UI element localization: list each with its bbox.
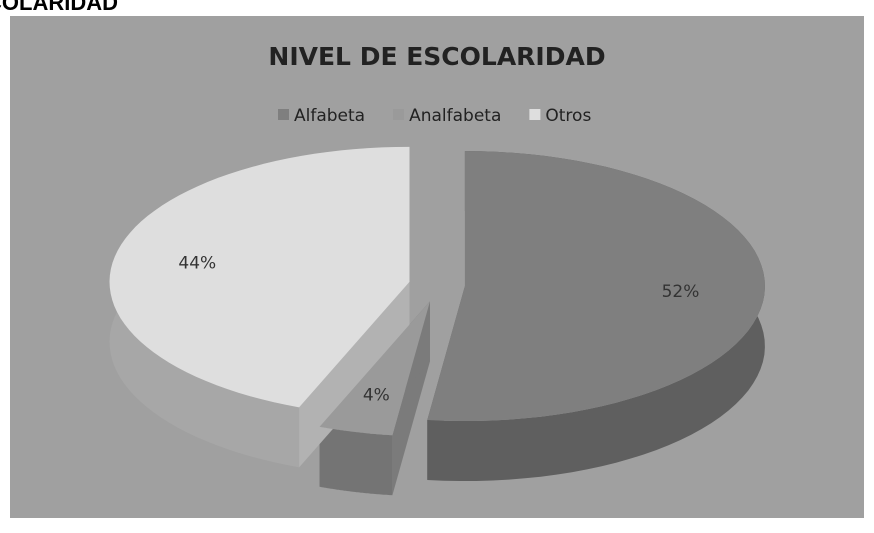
data-label: 4%	[363, 385, 390, 405]
legend-swatch	[529, 109, 541, 120]
slice	[109, 146, 410, 408]
page-heading: COLARIDAD	[0, 0, 118, 15]
legend-swatch	[393, 109, 405, 120]
data-label: 44%	[178, 254, 216, 274]
slice-wall	[319, 426, 393, 496]
data-label: 52%	[662, 282, 700, 302]
chart-title: NIVEL DE ESCOLARIDAD	[268, 42, 605, 71]
slice	[427, 151, 765, 421]
legend-swatch	[278, 109, 289, 120]
legend-label: Otros	[545, 106, 591, 126]
legend-label: Alfabeta	[294, 106, 365, 126]
legend-label: Analfabeta	[409, 106, 501, 126]
slice	[319, 301, 430, 436]
